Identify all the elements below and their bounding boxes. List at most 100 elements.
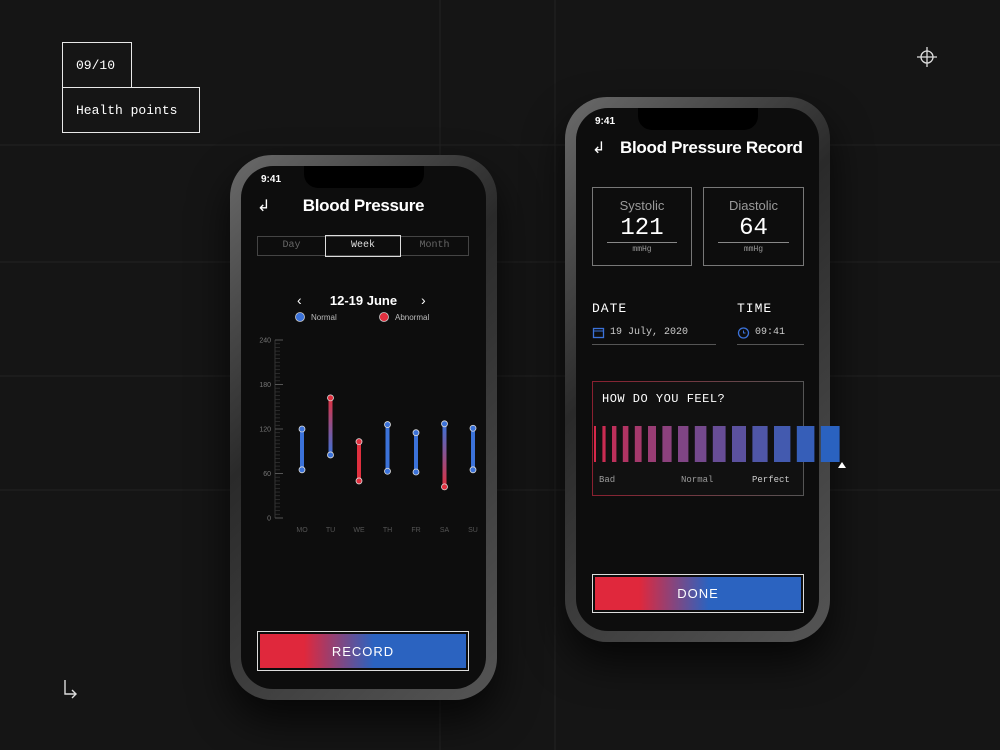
x-tick-label: TU: [326, 527, 335, 534]
time-label: TIME: [737, 301, 773, 316]
x-tick-label: FR: [411, 527, 420, 534]
clock-icon: [737, 327, 750, 339]
high-point: [298, 425, 306, 433]
left-phone: 9:41 ↲ Blood Pressure Day Week Month ‹ 1…: [230, 155, 497, 700]
mood-bar: [602, 426, 606, 462]
date-value[interactable]: 19 July, 2020: [610, 327, 689, 338]
low-point: [298, 466, 306, 474]
right-phone: 9:41 ↲ Blood Pressure Record Systolic 12…: [565, 97, 846, 642]
tab[interactable]: Day: [282, 240, 301, 251]
prev-button[interactable]: ‹: [297, 292, 302, 308]
systolic-card: Systolic 121 mmHg: [592, 187, 692, 266]
x-tick-label: SU: [468, 527, 478, 534]
range-bar: [328, 397, 333, 455]
back-button[interactable]: ↲: [592, 140, 606, 157]
mood-bar: [820, 426, 840, 462]
status-time: 9:41: [595, 116, 616, 127]
record-button[interactable]: RECORD: [257, 631, 469, 671]
scale-label: Perfect: [752, 475, 790, 485]
mood-bar: [796, 426, 815, 462]
high-point: [441, 420, 448, 428]
mood-bar: [752, 426, 768, 462]
legend-label: Normal: [311, 313, 337, 322]
range-bar: [357, 441, 361, 481]
mood-bar: [712, 426, 726, 462]
corner-arrow: [64, 680, 77, 699]
done-button[interactable]: DONE: [592, 574, 804, 613]
y-tick-label: 240: [259, 338, 271, 345]
status-time: 9:41: [261, 174, 282, 185]
feel-question: HOW DO YOU FEEL?: [602, 392, 726, 406]
legend-marker: [379, 312, 389, 322]
range-bar: [442, 423, 447, 487]
y-tick-label: 0: [267, 516, 271, 523]
range-bar: [471, 428, 475, 470]
high-point: [412, 429, 420, 437]
crosshair-icon: [917, 47, 937, 67]
title-box: Health points: [62, 87, 200, 133]
scale-label: Bad: [599, 475, 616, 485]
mood-bar: [774, 426, 791, 462]
tabs: Day Week Month: [257, 235, 469, 257]
range-bar: [414, 432, 418, 473]
underline: [592, 344, 716, 345]
date-label: DATE: [592, 301, 628, 316]
selector: [838, 462, 846, 468]
screen: 9:41 ↲ Blood Pressure Day Week Month ‹ 1…: [241, 166, 486, 689]
mood-bar: [662, 426, 672, 462]
range-bar: [385, 424, 390, 472]
low-point: [441, 483, 448, 491]
date-range: 12-19 June: [329, 293, 398, 308]
low-point: [384, 467, 391, 475]
high-point: [355, 438, 363, 446]
tab[interactable]: Month: [419, 240, 450, 251]
low-point: [355, 477, 363, 485]
mood-bar: [612, 426, 617, 462]
x-tick-label: WE: [353, 527, 365, 534]
scale-label: Normal: [681, 475, 714, 485]
next-button[interactable]: ›: [421, 292, 426, 308]
mood-bar: [594, 426, 596, 462]
high-point: [327, 394, 334, 402]
tab-active[interactable]: Week: [325, 235, 401, 257]
card-unit: mmHg: [632, 245, 652, 254]
mood-bar: [622, 426, 629, 462]
high-point: [384, 421, 391, 428]
counter: 09/10: [76, 57, 116, 73]
low-point: [412, 468, 420, 476]
low-point: [469, 466, 477, 474]
y-tick-label: 60: [263, 471, 271, 478]
mood-bar: [732, 426, 746, 462]
low-point: [327, 451, 334, 459]
x-tick-label: MO: [296, 527, 308, 534]
range-bar: [300, 429, 304, 470]
diastolic-card: Diastolic 64 mmHg: [703, 187, 804, 266]
card-unit: mmHg: [743, 245, 764, 254]
mood-bar: [694, 426, 707, 462]
calendar-icon: [592, 327, 605, 339]
header-title: Health points: [76, 102, 178, 118]
y-tick-label: 180: [259, 382, 271, 389]
screen: 9:41 ↲ Blood Pressure Record Systolic 12…: [576, 108, 846, 631]
y-tick-label: 120: [259, 427, 271, 434]
card-value: 64: [718, 215, 789, 243]
screen-title: Blood Pressure Record: [620, 138, 803, 157]
legend-label: Abnormal: [395, 313, 429, 322]
high-point: [469, 424, 477, 432]
mood-bar: [678, 426, 689, 462]
back-button[interactable]: ↲: [257, 198, 271, 215]
mood-scale[interactable]: [592, 408, 872, 468]
underline: [737, 344, 804, 345]
card-value: 121: [607, 215, 677, 243]
card-label: Diastolic: [728, 198, 779, 213]
card-label: Systolic: [619, 198, 665, 213]
time-value[interactable]: 09:41: [755, 327, 786, 338]
mood-bar: [634, 426, 642, 462]
mood-bar: [648, 426, 656, 462]
chart: Normal Abnormal 0 60 120 180 240 MO TU WE TH FR SA SU: [259, 312, 478, 534]
screen-title: Blood Pressure: [302, 196, 425, 215]
x-tick-label: SA: [440, 527, 450, 534]
x-tick-label: TH: [383, 527, 392, 534]
counter-box: 09/10: [62, 42, 132, 88]
